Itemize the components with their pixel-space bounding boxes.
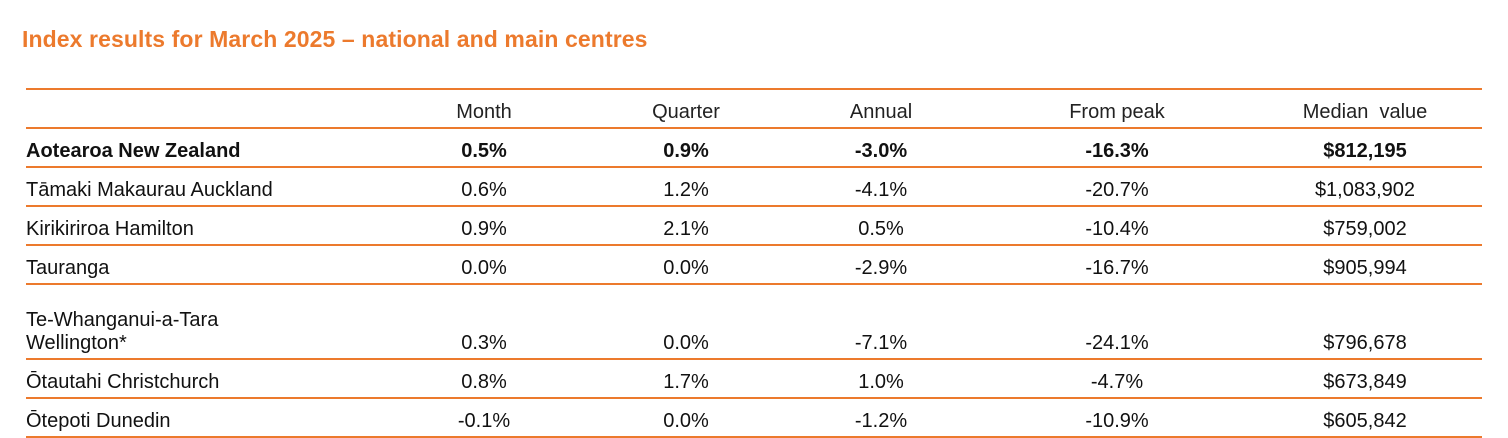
month-cell: -0.1% — [457, 410, 511, 432]
median-cell: $905,994 — [1323, 257, 1407, 279]
region-line-2: Wellington* — [26, 332, 127, 354]
table-row: Tauranga 0.0% 0.0% -2.9% -16.7% $905,994 — [26, 245, 1482, 284]
header-median-value: Median value — [1302, 101, 1428, 123]
month-cell: 0.6% — [461, 179, 507, 201]
from-peak-cell: -20.7% — [1085, 179, 1149, 201]
median-cell: $812,195 — [1323, 140, 1407, 162]
table-row: Aotearoa New Zealand 0.5% 0.9% -3.0% -16… — [26, 128, 1482, 167]
month-cell: 0.0% — [461, 257, 507, 279]
quarter-cell: 0.0% — [663, 410, 709, 432]
table-row: Kirikiriroa Hamilton 0.9% 2.1% 0.5% -10.… — [26, 206, 1482, 245]
header-quarter: Quarter — [652, 101, 720, 123]
region-line-1: Te-Whanganui-a-Tara — [26, 309, 219, 331]
median-cell: $759,002 — [1323, 218, 1407, 240]
median-cell: $673,849 — [1323, 371, 1407, 393]
annual-cell: -3.0% — [854, 140, 908, 162]
quarter-cell: 1.2% — [663, 179, 709, 201]
quarter-cell: 0.0% — [663, 332, 709, 354]
month-cell: 0.8% — [461, 371, 507, 393]
from-peak-cell: -4.7% — [1090, 371, 1144, 393]
month-cell: 0.5% — [461, 140, 507, 162]
region-cell: Tauranga — [26, 257, 110, 279]
median-cell: $605,842 — [1323, 410, 1407, 432]
from-peak-cell: -10.4% — [1085, 218, 1149, 240]
table-row: Ōtepoti Dunedin -0.1% 0.0% -1.2% -10.9% … — [26, 398, 1482, 437]
annual-cell: -1.2% — [854, 410, 908, 432]
annual-cell: 1.0% — [858, 371, 904, 393]
header-from-peak: From peak — [1069, 101, 1165, 123]
header-region — [26, 89, 372, 128]
median-cell: $796,678 — [1323, 332, 1407, 354]
quarter-cell: 0.0% — [663, 257, 709, 279]
page-title: Index results for March 2025 – national … — [22, 26, 648, 52]
quarter-cell: 0.9% — [663, 140, 709, 162]
region-cell: Te-Whanganui-a-Tara Wellington* — [26, 284, 372, 359]
month-cell: 0.9% — [461, 218, 507, 240]
table-row: Te-Whanganui-a-Tara Wellington* 0.3% 0.0… — [26, 284, 1482, 359]
quarter-cell: 1.7% — [663, 371, 709, 393]
table-header-row: Month Quarter Annual From peak Median va… — [26, 89, 1482, 128]
index-results-table: Month Quarter Annual From peak Median va… — [26, 88, 1482, 438]
region-cell: Ōtepoti Dunedin — [26, 410, 171, 432]
annual-cell: -2.9% — [854, 257, 908, 279]
region-cell: Kirikiriroa Hamilton — [26, 218, 194, 240]
from-peak-cell: -16.7% — [1085, 257, 1149, 279]
annual-cell: -4.1% — [854, 179, 908, 201]
from-peak-cell: -24.1% — [1085, 332, 1149, 354]
annual-cell: -7.1% — [854, 332, 908, 354]
table-row: Ōtautahi Christchurch 0.8% 1.7% 1.0% -4.… — [26, 359, 1482, 398]
from-peak-cell: -10.9% — [1085, 410, 1149, 432]
header-month: Month — [456, 101, 512, 123]
from-peak-cell: -16.3% — [1085, 140, 1149, 162]
quarter-cell: 2.1% — [663, 218, 709, 240]
region-cell: Aotearoa New Zealand — [26, 140, 241, 162]
table-row: Tāmaki Makaurau Auckland 0.6% 1.2% -4.1%… — [26, 167, 1482, 206]
header-annual: Annual — [849, 101, 913, 123]
median-cell: $1,083,902 — [1314, 179, 1416, 201]
annual-cell: 0.5% — [858, 218, 904, 240]
region-cell: Tāmaki Makaurau Auckland — [26, 179, 273, 201]
region-cell: Ōtautahi Christchurch — [26, 371, 220, 393]
month-cell: 0.3% — [461, 332, 507, 354]
